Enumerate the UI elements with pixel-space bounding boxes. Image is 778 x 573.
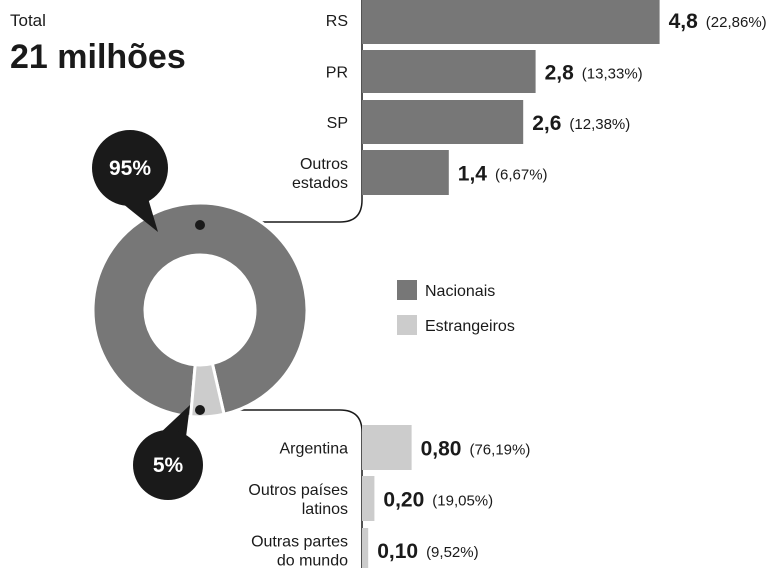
value-label: 2,6 <box>532 112 561 135</box>
bar <box>362 100 524 144</box>
bar <box>362 0 660 44</box>
percent-label: (22,86%) <box>706 14 767 31</box>
value-label: 0,20 <box>383 489 424 512</box>
percent-label: (9,52%) <box>426 544 479 561</box>
connector <box>200 409 363 568</box>
category-label: RS <box>326 13 348 30</box>
category-label: PR <box>326 65 348 82</box>
callout <box>133 430 203 500</box>
category-label: latinos <box>302 501 348 518</box>
value-label: 1,4 <box>458 163 488 186</box>
donut <box>91 201 309 419</box>
percent-label: (76,19%) <box>469 442 530 459</box>
legend-label: Nacionais <box>425 283 495 300</box>
callout-label: 95% <box>109 157 151 180</box>
category-label: do mundo <box>277 553 348 569</box>
category-label: Argentina <box>280 441 349 458</box>
dot <box>195 405 205 415</box>
percent-label: (19,05%) <box>432 493 493 510</box>
category-label: Outros países <box>248 482 348 499</box>
percent-label: (6,67%) <box>495 167 548 184</box>
legend-label: Estrangeiros <box>425 318 515 335</box>
value-label: 4,8 <box>669 10 699 33</box>
percent-label: (12,38%) <box>569 116 630 133</box>
percent-label: (13,33%) <box>582 66 643 83</box>
callout-label: 5% <box>153 454 184 477</box>
bar <box>362 150 449 195</box>
bar <box>362 50 536 93</box>
donut-slice <box>189 361 226 419</box>
legend-swatch <box>397 315 417 335</box>
total-value: 21 milhões <box>10 38 186 76</box>
bar <box>362 476 375 521</box>
callout <box>92 130 168 206</box>
legend-swatch <box>397 280 417 300</box>
value-label: 0,10 <box>377 540 418 563</box>
dot <box>195 220 205 230</box>
bars: RS 4,8 (22,86%) PR 2,8 (13,33%) SP 2,6 (12,38%) O… <box>248 0 767 572</box>
total-label: Total <box>10 11 46 30</box>
bar <box>362 528 369 572</box>
category-label: estados <box>292 175 348 192</box>
donut-slice <box>91 201 309 419</box>
category-label: Outros <box>300 156 348 173</box>
category-label: SP <box>327 115 348 132</box>
connector <box>200 0 363 223</box>
bar <box>362 425 412 470</box>
value-label: 2,8 <box>545 62 575 85</box>
category-label: Outras partes <box>251 534 348 551</box>
value-label: 0,80 <box>421 438 462 461</box>
